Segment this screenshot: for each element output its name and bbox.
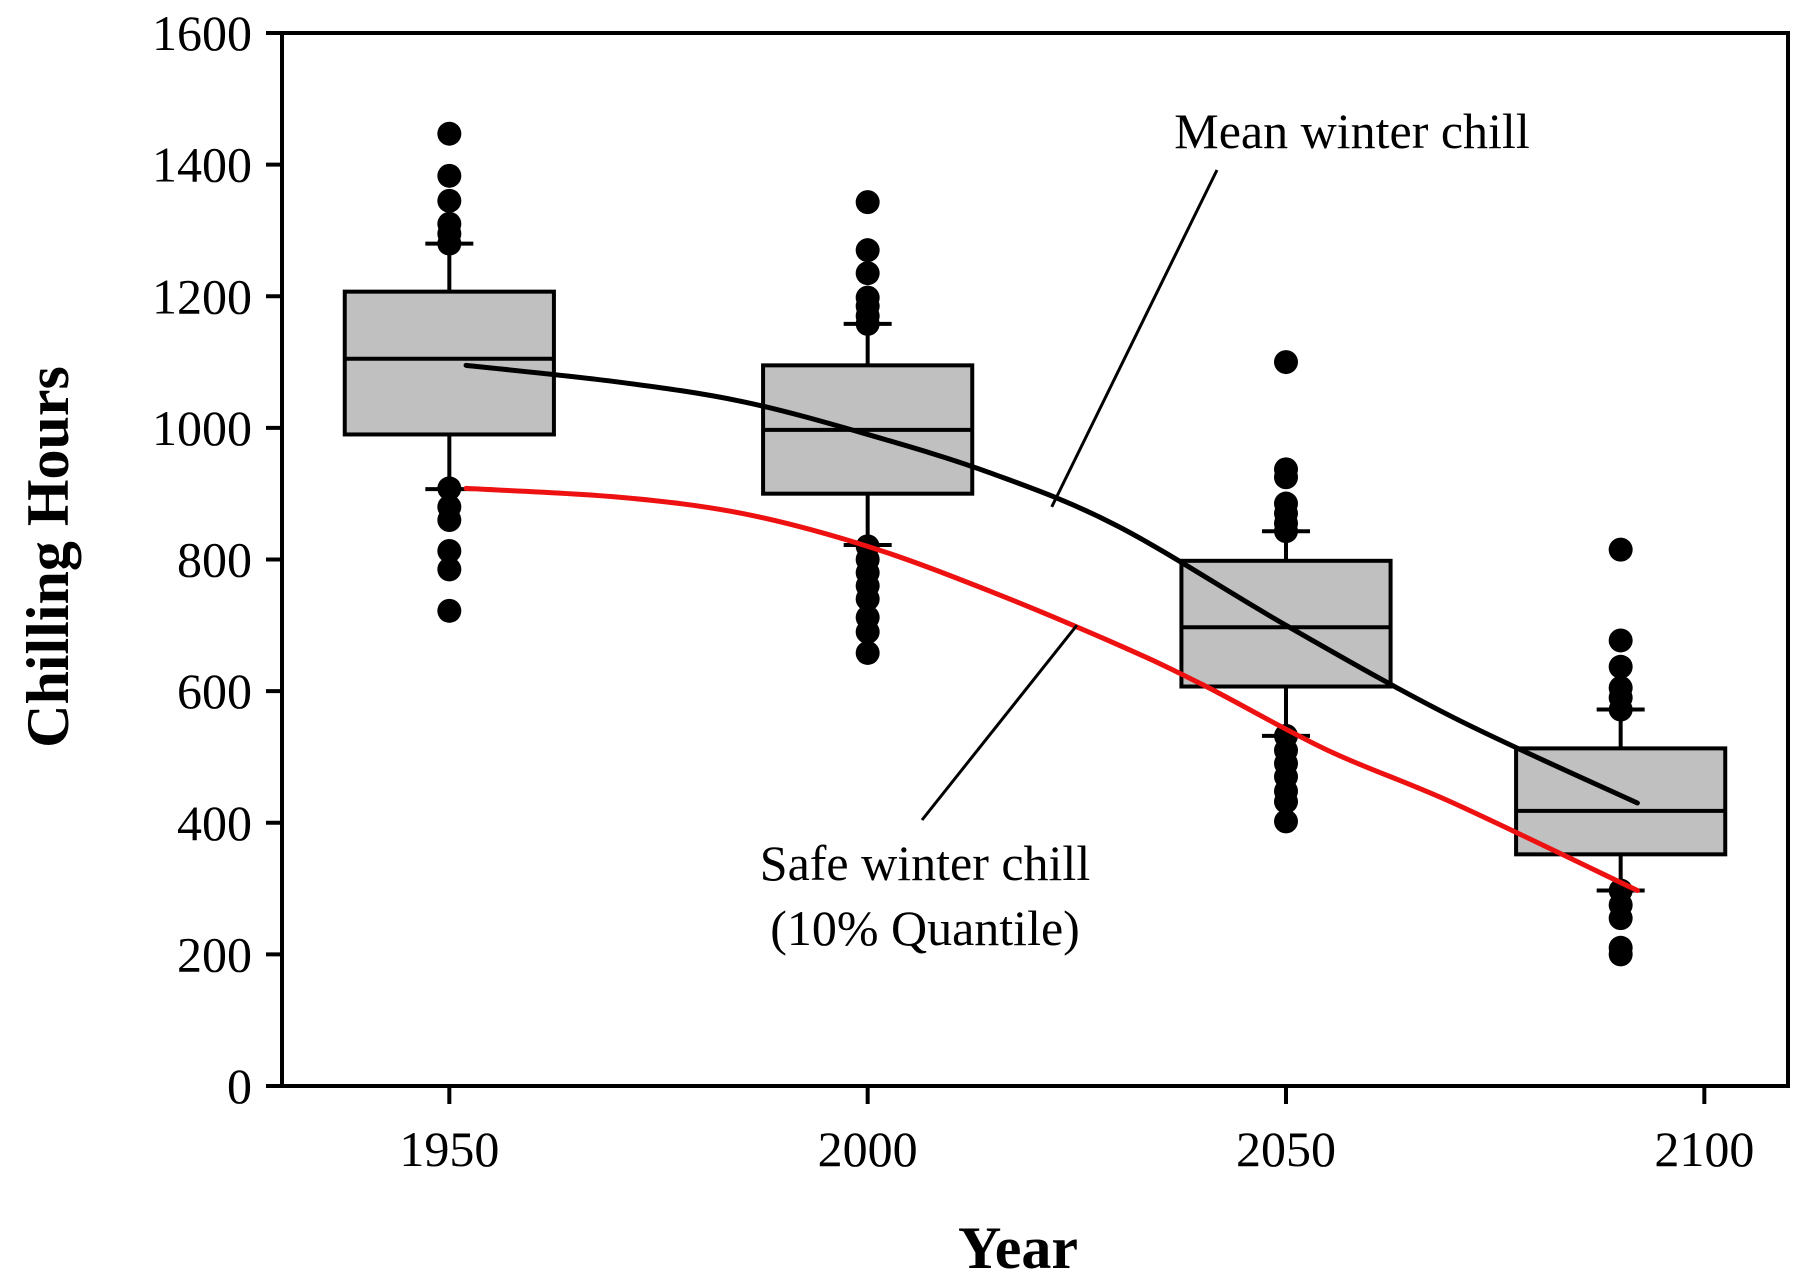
box-plot (1514, 537, 1728, 967)
y-axis: 0 200 400 600 800 1000 1200 1400 1600 (152, 5, 282, 1114)
x-tick-label: 2000 (818, 1121, 918, 1177)
y-axis-title: Chilling Hours (15, 366, 81, 748)
outlier-point (437, 231, 462, 256)
outlier-point (1608, 537, 1633, 562)
y-tick-label: 1000 (152, 400, 252, 456)
outlier-point (437, 188, 462, 213)
mean-winter-chill-line (463, 362, 1640, 806)
outlier-point (1608, 654, 1633, 679)
mean-winter-chill-label: Mean winter chill (1174, 103, 1529, 159)
outlier-point (437, 121, 462, 146)
y-tick-label: 1600 (152, 5, 252, 61)
outlier-point (855, 311, 880, 336)
x-axis: 1950 2000 2050 2100 (399, 1086, 1754, 1177)
safe-winter-chill-line (463, 485, 1640, 894)
mean-winter-chill-leader (1050, 169, 1219, 508)
y-tick-label: 800 (177, 532, 252, 588)
outlier-point (855, 261, 880, 286)
outlier-point (855, 238, 880, 263)
x-tick-label: 1950 (399, 1121, 499, 1177)
outlier-point (437, 538, 462, 563)
y-tick-label: 0 (227, 1058, 252, 1114)
x-axis-title: Year (958, 1215, 1078, 1281)
outlier-point (1274, 789, 1298, 814)
outlier-point (855, 586, 880, 611)
outlier-point (1274, 465, 1298, 490)
outlier-point (1608, 906, 1633, 931)
outlier-point (1608, 942, 1633, 967)
outlier-point (437, 163, 462, 188)
box-plot (342, 121, 556, 623)
outlier-point (437, 557, 462, 582)
outlier-point (437, 476, 462, 501)
outlier-point (855, 640, 880, 665)
safe-winter-chill-sublabel: (10% Quantile) (770, 900, 1080, 956)
outlier-point (855, 619, 880, 644)
safe-winter-chill-leader (920, 624, 1079, 821)
outlier-point (1274, 809, 1298, 834)
y-tick-label: 200 (177, 926, 252, 982)
x-tick-label: 2050 (1236, 1121, 1336, 1177)
safe-winter-chill-label: Safe winter chill (760, 835, 1090, 891)
trend-lines (463, 362, 1640, 894)
y-tick-label: 400 (177, 795, 252, 851)
outlier-point (437, 508, 462, 533)
outlier-point (1274, 350, 1298, 375)
box-plot (761, 190, 975, 665)
annotations: Mean winter chill Safe winter chill (10%… (760, 103, 1530, 956)
x-tick-label: 2100 (1654, 1121, 1754, 1177)
y-tick-label: 1400 (152, 137, 252, 193)
outlier-point (1608, 628, 1633, 653)
outlier-point (1274, 519, 1298, 544)
outlier-point (855, 190, 880, 215)
y-tick-label: 1200 (152, 268, 252, 324)
box-plot (1179, 350, 1393, 834)
y-tick-label: 600 (177, 663, 252, 719)
outlier-point (437, 598, 462, 623)
outlier-point (1608, 697, 1633, 722)
box (342, 289, 556, 437)
